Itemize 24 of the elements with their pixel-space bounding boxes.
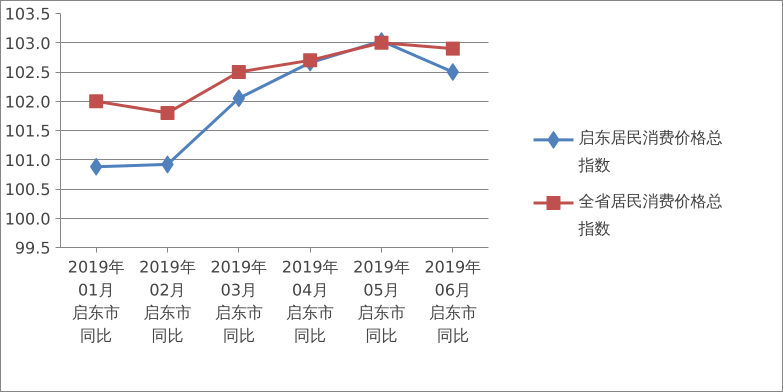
y-tick-label: 100.5 xyxy=(4,180,51,199)
x-tick-label: 2019年01月启东市同比 xyxy=(68,258,125,345)
point xyxy=(374,36,388,50)
point xyxy=(161,155,174,174)
x-tick-label: 2019年06月启东市同比 xyxy=(424,258,482,345)
y-tick-label: 103.5 xyxy=(4,4,51,24)
point xyxy=(89,94,104,108)
y-tick-label: 102.5 xyxy=(4,63,51,82)
y-tick-label: 99.5 xyxy=(14,238,50,258)
x-tick-label: 2019年03月启东市同比 xyxy=(210,258,268,345)
y-tick-label: 101.0 xyxy=(4,150,51,170)
point xyxy=(446,42,460,56)
x-tick-label: 2019年05月启东市同比 xyxy=(353,258,410,345)
point xyxy=(160,106,174,120)
point xyxy=(232,65,246,79)
x-tick-label: 2019年02月启东市同比 xyxy=(139,258,196,345)
x-tick-label: 2019年04月启东市同比 xyxy=(282,258,339,345)
legend-label: 启东居民消费价格总指数 xyxy=(578,128,722,175)
y-tick-label: 102.0 xyxy=(4,92,51,112)
y-tick-label: 101.5 xyxy=(4,122,51,140)
y-tick-label: 103.0 xyxy=(4,34,51,53)
point xyxy=(303,53,318,68)
legend-label: 全省居民消费价格总指数 xyxy=(578,191,722,238)
y-tick-label: 100.0 xyxy=(4,209,51,228)
